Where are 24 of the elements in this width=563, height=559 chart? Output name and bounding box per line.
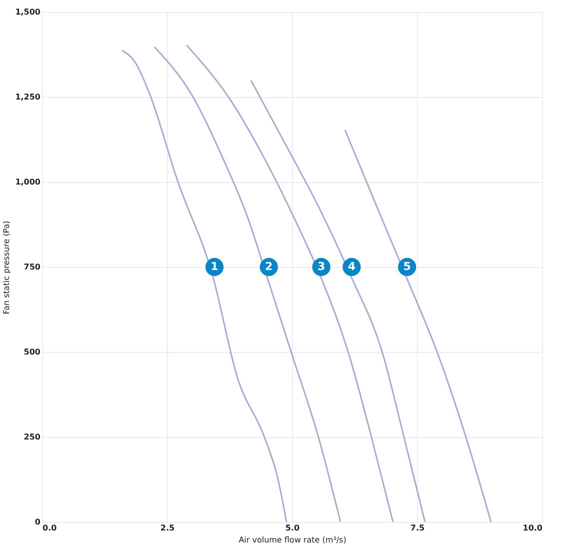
series-label: 2 <box>265 260 273 273</box>
y-tick-label: 1,000 <box>15 178 41 186</box>
x-tick-label: 10.0 <box>522 524 543 532</box>
y-tick-label: 0 <box>34 518 41 526</box>
line-series <box>154 46 342 523</box>
x-tick-label: 7.5 <box>410 524 426 532</box>
line-series <box>250 80 426 523</box>
x-tick-label: 2.5 <box>160 524 176 532</box>
y-tick-label: 1,250 <box>15 92 41 102</box>
x-axis-title: Air volume flow rate (m³/s) <box>238 536 346 544</box>
y-tick-label: 1,500 <box>15 8 41 16</box>
x-tick-label: 5.0 <box>285 524 300 532</box>
y-axis-title: Fan static pressure (Pa) <box>2 220 12 314</box>
line-series <box>121 50 288 523</box>
y-tick-label: 750 <box>24 262 41 272</box>
series-label: 1 <box>210 260 218 273</box>
y-tick-label: 500 <box>24 348 41 356</box>
x-tick-label: 0.0 <box>42 524 58 532</box>
series-label: 4 <box>348 260 356 273</box>
series-label: 3 <box>317 260 326 273</box>
series-label: 5 <box>403 260 411 273</box>
line-series <box>344 129 492 523</box>
y-tick-label: 250 <box>24 432 41 442</box>
line-series <box>186 44 394 523</box>
